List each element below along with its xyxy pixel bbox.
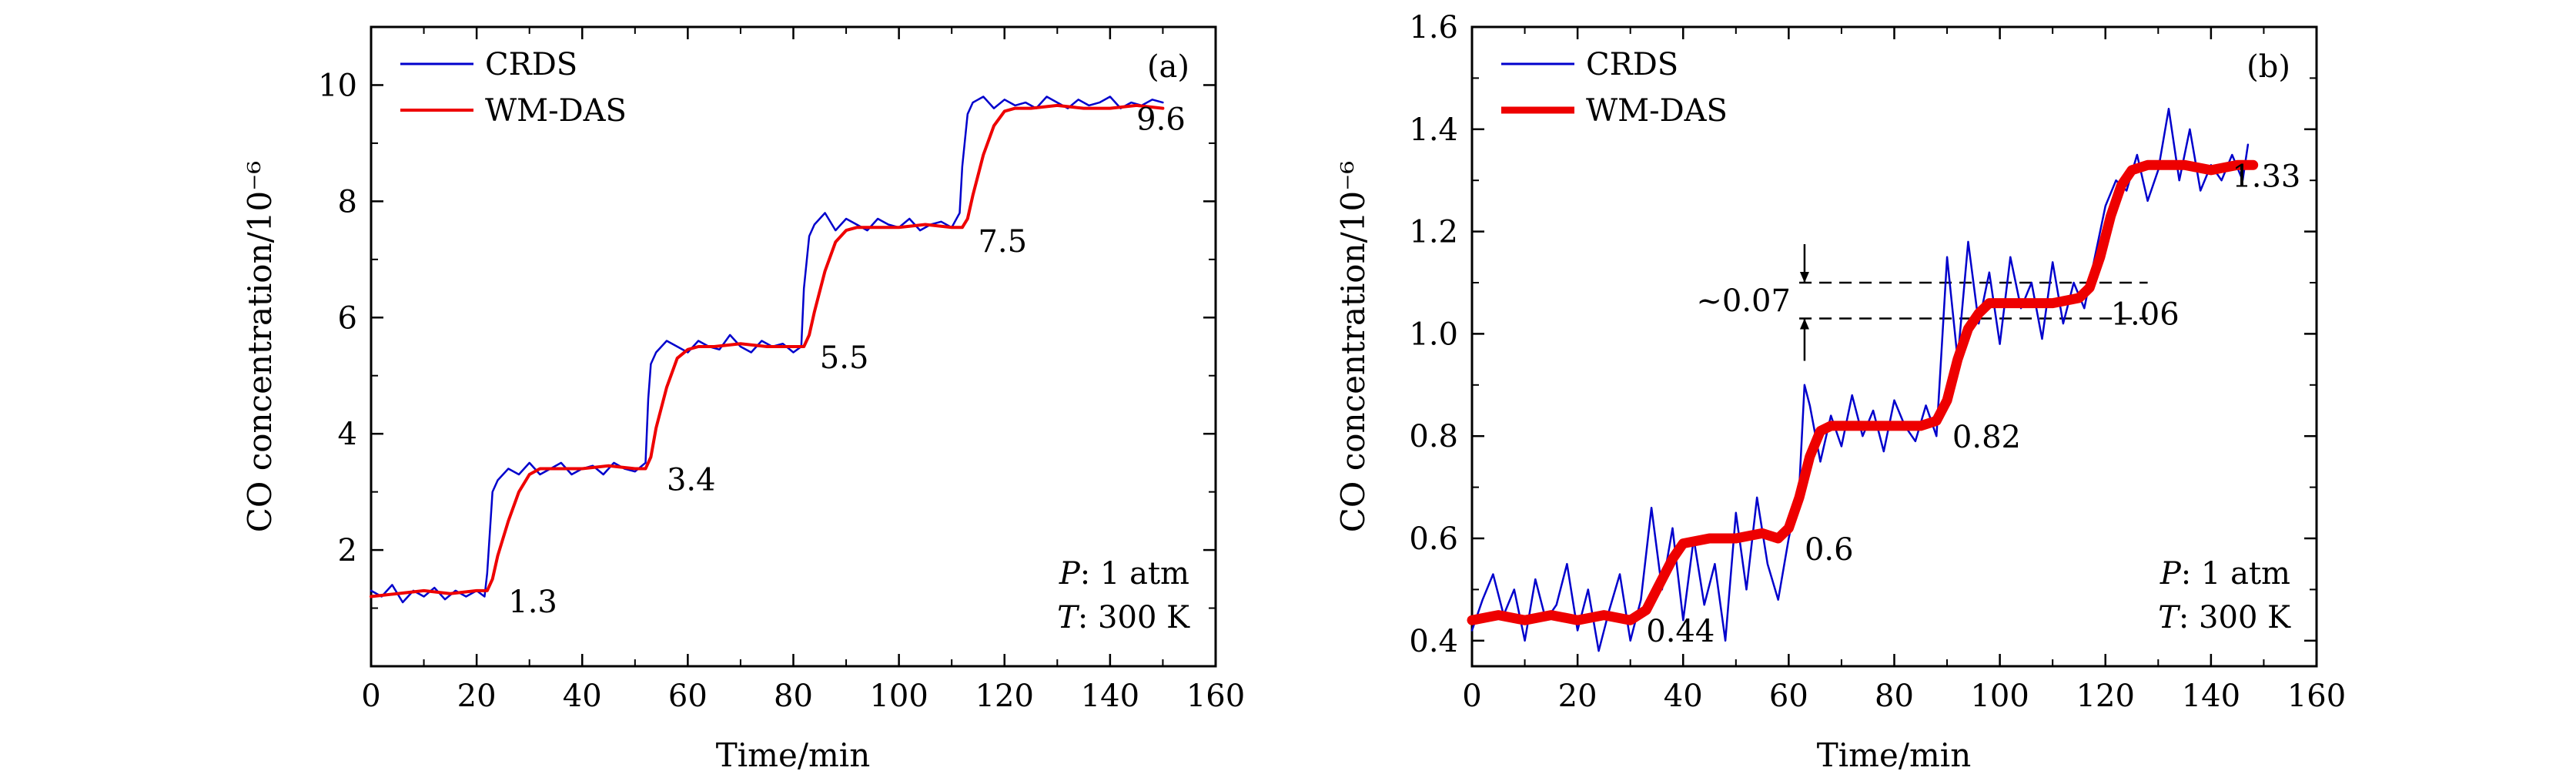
value-annotation: 1.3 xyxy=(508,585,557,620)
legend-b: CRDS WM-DAS xyxy=(1501,47,1728,129)
difference-marker-b: ~0.07 xyxy=(1696,244,2148,361)
y-axis-title-b: CO concentration/10⁻⁶ xyxy=(1334,161,1372,532)
panel-label-a: (a) xyxy=(1147,49,1189,85)
series-line-crds xyxy=(1470,107,2250,652)
x-tick-label: 80 xyxy=(1875,679,1914,714)
x-tick-label: 160 xyxy=(1186,679,1245,714)
difference-label: ~0.07 xyxy=(1696,283,1791,319)
y-tick-label: 10 xyxy=(318,68,357,103)
series-line-crds xyxy=(370,96,1164,604)
x-tick-label: 60 xyxy=(668,679,708,714)
x-tick-label: 100 xyxy=(869,679,928,714)
x-tick-label: 100 xyxy=(1970,679,2029,714)
temperature-label-a: T: 300 K xyxy=(1057,600,1190,635)
y-tick-label: 6 xyxy=(338,300,357,336)
value-annotation: 3.4 xyxy=(667,462,716,498)
y-tick-label: 4 xyxy=(338,417,357,452)
x-tick-label: 40 xyxy=(563,679,602,714)
y-tick-label: 8 xyxy=(338,184,357,220)
x-tick-label: 20 xyxy=(457,679,497,714)
y-tick-label: 2 xyxy=(338,533,357,568)
value-annotation: 0.44 xyxy=(1646,614,1715,649)
x-tick-label: 40 xyxy=(1664,679,1703,714)
pressure-label-b: P: 1 atm xyxy=(2159,556,2290,592)
x-axis-title-a: Time/min xyxy=(716,736,871,774)
y-tick-label: 0.6 xyxy=(1409,521,1458,557)
ticks-b: 0 20 40 60 80 100 120 140 160 0.4 0.6 0.8 1.0 1.2 1.4 1… xyxy=(1409,10,2346,714)
legend-label-crds-b: CRDS xyxy=(1586,47,1678,82)
series-b xyxy=(1467,107,2259,652)
annotations-b: 0.44 0.6 0.82 1.06 1.33 xyxy=(1646,159,2300,649)
x-tick-label: 120 xyxy=(975,679,1034,714)
panel-a: 0 20 40 60 80 100 120 140 160 2 4 6 8 10 1.3 3.4 5.5 7.5… xyxy=(241,25,1245,774)
series-line-wm-das xyxy=(1467,159,2259,625)
legend-label-wmdas-a: WM-DAS xyxy=(485,93,627,129)
panel-b: 0 20 40 60 80 100 120 140 160 0.4 0.6 0.8 1.0 1.2 1.4 1… xyxy=(1334,10,2346,774)
value-annotation: 0.82 xyxy=(1952,420,2021,455)
x-tick-label: 60 xyxy=(1769,679,1808,714)
y-tick-label: 1.0 xyxy=(1409,317,1458,352)
x-tick-label: 0 xyxy=(1462,679,1481,714)
series-a xyxy=(370,96,1165,604)
value-annotation: 9.6 xyxy=(1136,102,1186,138)
x-tick-label: 0 xyxy=(361,679,380,714)
x-tick-label: 120 xyxy=(2076,679,2135,714)
temperature-label-b: T: 300 K xyxy=(2158,600,2291,635)
difference-arrowhead-top xyxy=(1799,272,1809,283)
y-tick-label: 1.2 xyxy=(1409,215,1458,250)
y-axis-title-a: CO concentration/10⁻⁶ xyxy=(241,161,279,532)
x-tick-label: 160 xyxy=(2287,679,2346,714)
value-annotation: 1.33 xyxy=(2232,159,2300,194)
value-annotation: 7.5 xyxy=(978,224,1027,260)
x-axis-title-b: Time/min xyxy=(1817,736,1972,774)
x-tick-label: 80 xyxy=(774,679,813,714)
y-tick-label: 0.8 xyxy=(1409,419,1458,454)
value-annotation: 5.5 xyxy=(820,340,869,376)
annotations-a: 1.3 3.4 5.5 7.5 9.6 xyxy=(508,102,1186,620)
legend-label-crds-a: CRDS xyxy=(485,47,577,82)
x-tick-label: 140 xyxy=(1081,679,1139,714)
pressure-label-a: P: 1 atm xyxy=(1059,556,1189,592)
series-line-wm-das xyxy=(370,103,1165,598)
panel-label-b: (b) xyxy=(2246,49,2290,85)
value-annotation: 1.06 xyxy=(2111,297,2180,333)
y-tick-label: 0.4 xyxy=(1409,624,1458,659)
y-tick-label: 1.4 xyxy=(1409,112,1458,148)
value-annotation: 0.6 xyxy=(1805,532,1854,568)
ticks-a: 0 20 40 60 80 100 120 140 160 2 4 6 8 10 xyxy=(318,26,1245,714)
x-tick-label: 140 xyxy=(2182,679,2240,714)
x-tick-label: 20 xyxy=(1558,679,1597,714)
difference-arrowhead-bottom xyxy=(1799,318,1809,330)
y-tick-label: 1.6 xyxy=(1409,10,1458,45)
legend-a: CRDS WM-DAS xyxy=(400,47,627,129)
legend-label-wmdas-b: WM-DAS xyxy=(1586,93,1728,129)
